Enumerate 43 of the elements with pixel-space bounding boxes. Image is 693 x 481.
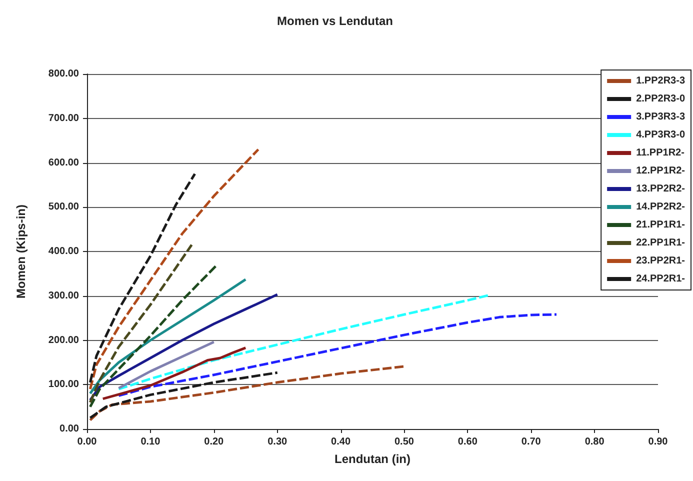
x-tick-label: 0.00 (77, 436, 98, 448)
y-tick-label: 700.00 (48, 112, 80, 124)
line-series (88, 293, 279, 402)
legend-label: 23.PP2R1- (636, 256, 686, 266)
x-tick-label: 0.50 (394, 436, 414, 448)
y-axis-title: Momen (Kips-in) (14, 204, 28, 298)
legend-label: 13.PP2R2- (636, 184, 686, 194)
y-tick-label: 100.00 (48, 379, 80, 390)
line-series (88, 365, 406, 422)
legend-label: 3.PP3R3-3 (636, 112, 686, 122)
x-tick-label: 0.70 (521, 436, 542, 448)
line-series (88, 148, 260, 390)
legend-label: 12.PP1R2- (636, 166, 686, 176)
y-tick-label: 0.00 (60, 424, 80, 434)
chart-title: Momen vs Lendutan (276, 14, 394, 28)
legend-label: 11.PP1R2- (636, 148, 684, 158)
x-tick-label: 0.20 (204, 436, 224, 448)
legend-label: 4.PP3R3-0 (636, 130, 686, 140)
legend-label: 21.PP1R1- (636, 220, 686, 230)
legend-label: 14.PP2R2- (636, 202, 686, 212)
x-tick-label: 0.60 (458, 436, 478, 448)
legend-label: 24.PP2R1- (636, 274, 686, 284)
x-tick-label: 0.40 (331, 436, 351, 448)
legend-label: 2.PP2R3-0 (636, 94, 686, 104)
y-tick-label: 800.00 (48, 68, 80, 80)
line-series (117, 340, 216, 390)
line-series (88, 244, 193, 404)
x-tick-label: 0.80 (584, 436, 605, 448)
y-tick-label: 200.00 (48, 334, 80, 346)
y-tick-label: 400.00 (48, 246, 80, 257)
legend-label: 1.PP2R3-3 (636, 76, 686, 86)
line-series (88, 264, 218, 408)
legend-label: 22.PP1R1- (636, 238, 686, 248)
x-tick-label: 0.90 (648, 436, 668, 448)
line-series (117, 313, 558, 397)
line-series (102, 346, 247, 400)
x-tick-label: 0.10 (140, 436, 161, 448)
y-tick-label: 600.00 (48, 157, 80, 168)
x-axis-title: Lendutan (in) (334, 452, 410, 466)
y-tick-label: 300.00 (48, 290, 80, 302)
x-tick-label: 0.30 (268, 436, 288, 448)
line-series (88, 278, 247, 395)
y-tick-label: 500.00 (48, 202, 80, 213)
